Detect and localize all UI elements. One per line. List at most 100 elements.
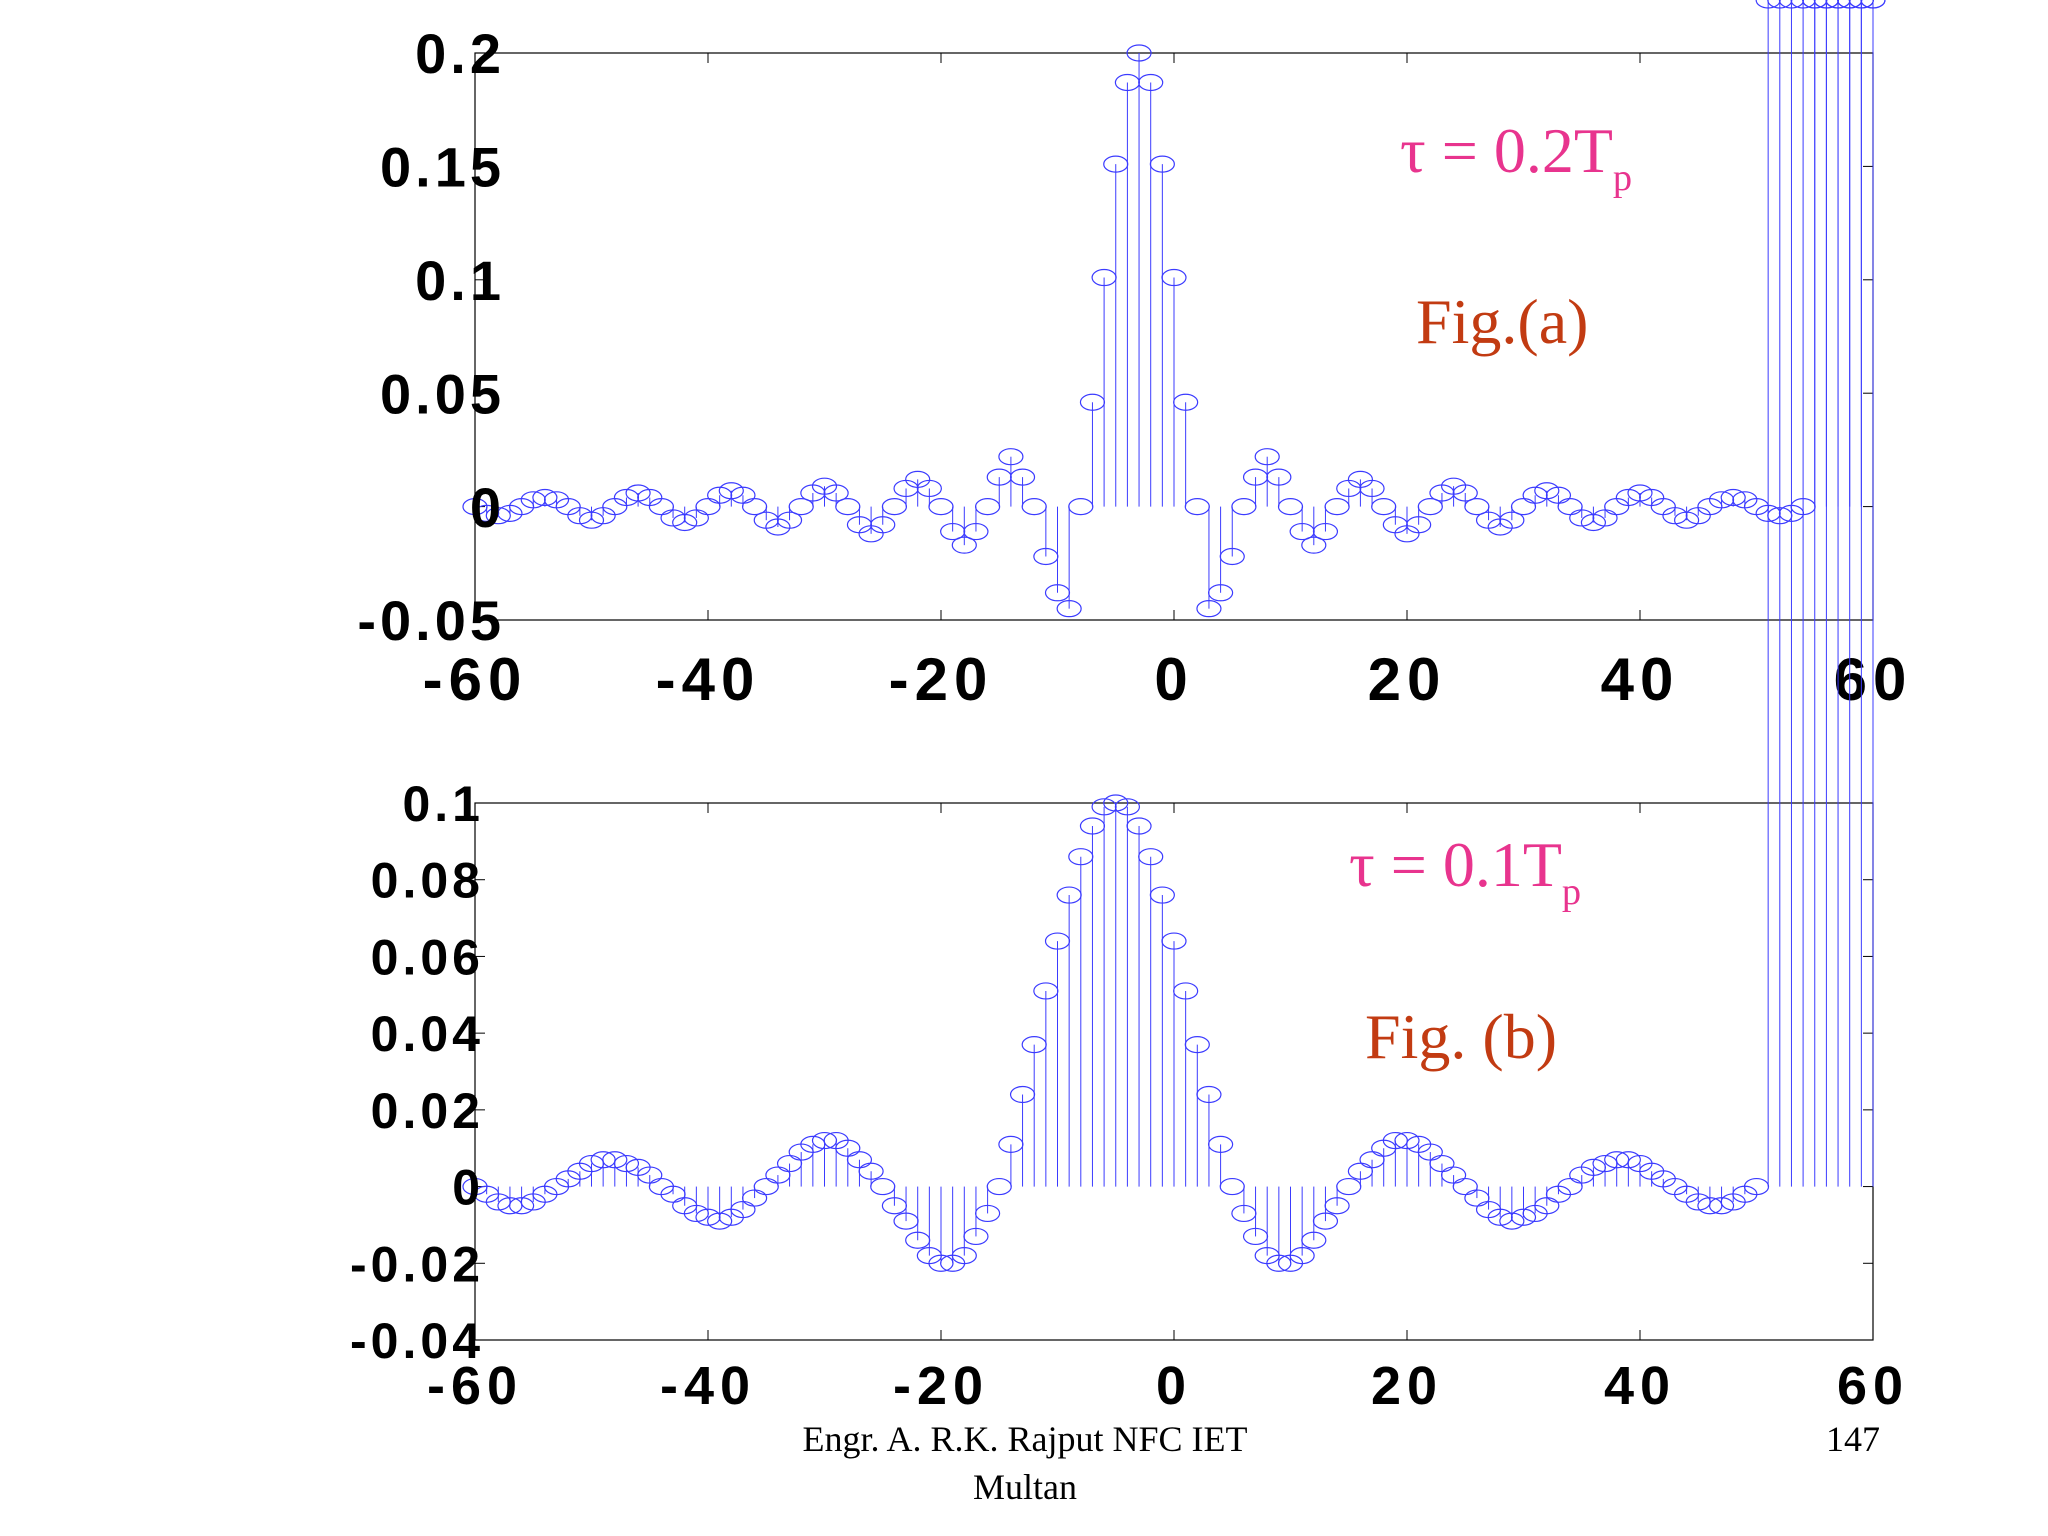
x-tick-label: 20	[1368, 646, 1447, 713]
stem-marker	[998, 448, 1024, 466]
stem-marker	[1277, 498, 1304, 516]
stem-marker	[928, 498, 954, 516]
chart-a: -60 -40 -20 0 20 40 60 -0.05 0 0.05 0.1 0.15 0.2 τ = …	[357, 0, 1913, 713]
stem-marker	[648, 498, 675, 516]
stem-marker	[1196, 600, 1222, 618]
stem-marker	[1767, 0, 1793, 9]
stem-marker	[1802, 0, 1828, 9]
stem-marker	[1708, 1197, 1735, 1215]
x-tick-label: -40	[656, 646, 761, 713]
stem-marker	[823, 484, 849, 502]
y-tick-label: 0.06	[371, 929, 484, 985]
stem-marker	[1289, 1247, 1315, 1265]
stem-marker	[1056, 600, 1082, 618]
stem-marker	[1452, 484, 1478, 502]
x-tick-label: 40	[1604, 1356, 1676, 1416]
stem-marker	[1860, 0, 1886, 9]
stem-marker	[578, 511, 605, 529]
y-tick-label: 0.1	[402, 776, 484, 832]
stem-marker	[1266, 468, 1292, 486]
stem-marker	[974, 498, 1001, 516]
stem-marker	[858, 1162, 884, 1180]
stem-marker	[963, 1227, 989, 1246]
stem-marker	[1790, 0, 1816, 9]
stem-marker	[1138, 73, 1164, 92]
stem-marker	[1627, 484, 1653, 502]
stem-marker	[672, 513, 698, 532]
stem-marker	[1615, 1151, 1641, 1169]
stem-marker	[1510, 1208, 1537, 1226]
stem-marker	[1312, 522, 1339, 541]
stem-marker	[1406, 516, 1432, 534]
y-tick-label: 0.2	[415, 22, 505, 85]
y-tick-label: 0.04	[371, 1006, 484, 1062]
footer-author: Engr. A. R.K. Rajput NFC IET Multan	[760, 1415, 1290, 1511]
stem-marker	[1301, 536, 1327, 554]
stem-marker	[916, 479, 942, 498]
stem-marker	[1720, 488, 1746, 507]
stem-marker	[1173, 393, 1199, 411]
x-tick-label: 20	[1371, 1356, 1443, 1416]
stem-marker	[1219, 1177, 1245, 1196]
stem-marker	[741, 1189, 768, 1207]
stem-marker	[1173, 982, 1199, 1000]
y-tick-label: 0.05	[380, 362, 505, 425]
stem-marker	[1371, 498, 1397, 516]
stem-marker	[508, 1197, 535, 1215]
page-number: 147	[1826, 1419, 1880, 1459]
y-tick-label: 0	[470, 476, 505, 539]
stem-marker	[1673, 511, 1700, 529]
stem-marker	[1149, 886, 1175, 904]
stem-marker	[730, 1200, 756, 1219]
stem-marker	[1452, 1177, 1478, 1196]
x-tick-label: -40	[660, 1356, 756, 1416]
stem-marker	[753, 1177, 779, 1196]
stem-marker	[870, 516, 896, 534]
stem-marker	[1161, 268, 1187, 287]
x-tick-label: 0	[1154, 646, 1193, 713]
stem-marker	[1103, 794, 1129, 812]
stem-marker	[1534, 482, 1560, 500]
x-tick-label: 0	[1156, 1356, 1192, 1416]
stem-marker	[1417, 1143, 1443, 1161]
stem-marker	[776, 511, 803, 529]
stem-marker	[1429, 1154, 1455, 1173]
stem-marker	[986, 1177, 1012, 1196]
x-tick-label: 40	[1601, 646, 1680, 713]
stem-marker	[881, 498, 908, 516]
stem-marker	[1126, 44, 1152, 62]
stem-marker	[1231, 498, 1257, 516]
stem-marker	[1499, 1212, 1525, 1230]
stem-marker	[951, 1247, 977, 1265]
x-tick-label: -20	[893, 1356, 989, 1416]
x-tick-label: 60	[1834, 646, 1913, 713]
x-tick-label: -60	[427, 1356, 523, 1416]
stem-marker	[1755, 0, 1781, 9]
stem-marker	[695, 498, 721, 516]
stem-marker	[1068, 498, 1094, 516]
stem-marker	[1510, 498, 1537, 516]
chart-b: -60 -40 -20 0 20 40 60 -0.04 -0.02 0 0.02 0.04 0.06 0…	[350, 0, 1903, 1416]
footer-author-line1: Engr. A. R.K. Rajput NFC IET	[802, 1419, 1248, 1459]
stem-marker	[1825, 0, 1851, 9]
stem-marker	[1650, 498, 1676, 516]
stem-marker	[1184, 498, 1210, 516]
tau-annotation: τ = 0.1Tp	[1349, 829, 1581, 913]
stem-marker	[1534, 1197, 1560, 1215]
stem-marker	[1580, 513, 1607, 532]
stem-marker	[1219, 547, 1245, 566]
stem-marker	[951, 536, 977, 554]
stem-marker	[485, 507, 511, 525]
stem-marker	[835, 1139, 861, 1157]
stem-marker	[1196, 1085, 1222, 1104]
stem-marker	[835, 498, 861, 516]
stem-marker	[1324, 498, 1350, 516]
x-tick-label: -60	[423, 646, 528, 713]
stem-marker	[1161, 932, 1187, 950]
stem-marker	[1440, 1166, 1467, 1184]
stem-marker	[1184, 1036, 1210, 1054]
stem-marker	[870, 1177, 896, 1196]
figure-label: Fig. (b)	[1365, 1001, 1557, 1072]
stem-marker	[963, 522, 989, 541]
stem-marker	[1312, 1212, 1339, 1230]
